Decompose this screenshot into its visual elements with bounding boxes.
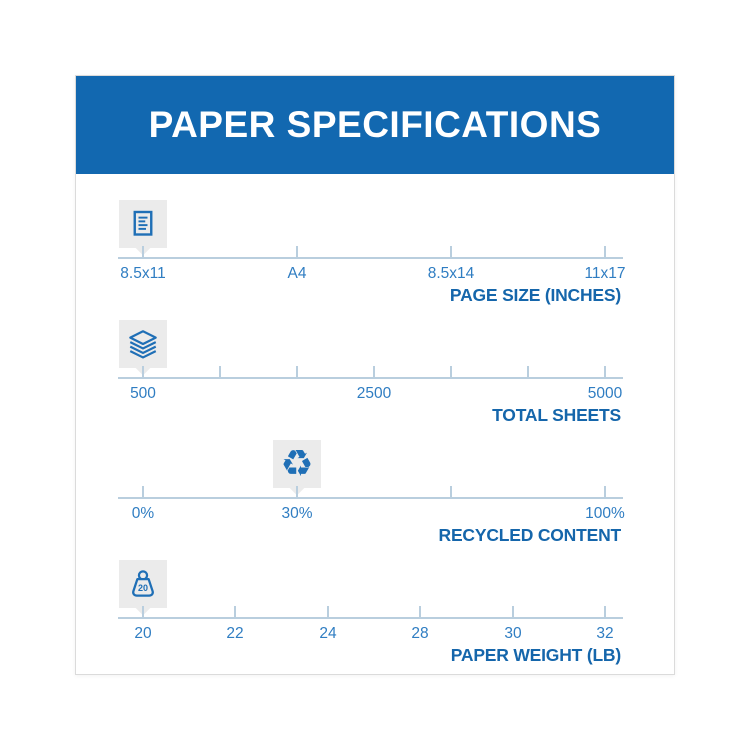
tick-mark [142,486,144,497]
scale-title: PAPER WEIGHT (LB) [450,645,621,665]
tick-mark [142,606,144,617]
tick-label: 500 [130,385,156,402]
tick-label: 24 [319,625,337,642]
tick-label: 32 [596,625,614,642]
tick-mark [604,486,606,497]
scale-title: PAGE SIZE (INCHES) [449,285,621,305]
paper-weight-marker: 20 [119,560,167,616]
tick-mark [219,366,221,377]
paper-stack-icon [129,330,157,359]
recycle-icon: ♻ [280,442,314,485]
tick-mark [142,366,144,377]
tick-label: 22 [226,625,244,642]
document-icon [133,210,153,236]
paper-specifications-card: PAPER SPECIFICATIONS 8.5x11 A4 8.5x14 11… [75,75,675,675]
header-bar: PAPER SPECIFICATIONS [76,76,674,174]
scale-line [118,257,623,259]
tick-mark [450,246,452,257]
tick-mark [450,486,452,497]
tick-mark [450,366,452,377]
page-title: PAPER SPECIFICATIONS [148,104,602,145]
tick-label: 11x17 [584,265,626,282]
tick-mark [296,486,298,497]
tick-mark [604,366,606,377]
total-sheets-marker [119,320,167,376]
tick-mark [604,606,606,617]
tick-mark [234,606,236,617]
tick-mark [419,606,421,617]
tick-mark [327,606,329,617]
tick-label: 8.5x11 [120,265,166,282]
tick-label: 20 [134,625,152,642]
tick-label: 100% [585,505,625,522]
tick-mark [296,246,298,257]
weight-icon: 20 [132,570,154,597]
scale-line [118,617,623,619]
tick-mark [142,246,144,257]
scale-title: RECYCLED CONTENT [438,525,622,545]
recycled-content-marker: ♻ [273,440,321,496]
tick-label: 8.5x14 [427,265,475,282]
tick-mark [604,246,606,257]
tick-mark [527,366,529,377]
tick-label: 0% [131,505,155,522]
tick-label: 30 [504,625,522,642]
tick-mark [373,366,375,377]
tick-label: 2500 [356,385,392,402]
scale-line [118,377,623,379]
scale-title: TOTAL SHEETS [492,405,621,425]
tick-label: A4 [287,265,307,282]
page-size-marker [119,200,167,256]
tick-label: 5000 [587,385,623,402]
tick-label: 28 [411,625,429,642]
tick-mark [512,606,514,617]
scale-line [118,497,623,499]
tick-mark [296,366,298,377]
weight-badge-text: 20 [138,583,148,593]
tick-label: 30% [281,505,313,522]
